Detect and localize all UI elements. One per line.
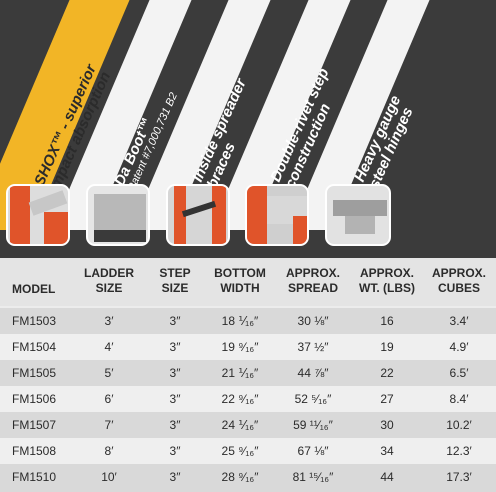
table-row: FM1510 10′ 3″ 28 ⁹⁄₁₆″ 81 ¹⁵⁄₁₆″ 44 17.3… (0, 464, 496, 492)
col-weight: APPROX. WT. (LBS) (359, 266, 415, 295)
col-ladder-size: LADDER SIZE (84, 266, 134, 295)
cell-weight: 27 (380, 392, 394, 406)
cell-cubes: 4.9′ (449, 340, 469, 354)
cell-model: FM1505 (12, 366, 57, 380)
cell-spread: 30 ⅛″ (297, 314, 329, 328)
table-row: FM1508 8′ 3″ 25 ⁹⁄₁₆″ 67 ⅛″ 34 12.3′ (0, 438, 496, 464)
cell-step-size: 3″ (169, 366, 181, 380)
cell-step-size: 3″ (169, 340, 181, 354)
cell-ladder-size: 6′ (104, 392, 114, 406)
cell-ladder-size: 7′ (104, 418, 114, 432)
cell-weight: 16 (380, 314, 394, 328)
cell-spread: 44 ⅞″ (297, 366, 329, 380)
cell-weight: 44 (380, 470, 394, 484)
col-spread: APPROX. SPREAD (285, 266, 340, 295)
cell-cubes: 8.4′ (449, 392, 469, 406)
cell-bottom-width: 22 ⁹⁄₁₆″ (221, 392, 259, 406)
table-header: MODEL LADDER SIZE STEP SIZE BOTTOM WIDTH… (0, 258, 496, 306)
cell-ladder-size: 4′ (104, 340, 114, 354)
rivet-photo (245, 184, 309, 246)
cell-weight: 34 (380, 444, 394, 458)
cell-cubes: 6.5′ (449, 366, 469, 380)
cell-spread: 81 ¹⁵⁄₁₆″ (292, 470, 334, 484)
cell-bottom-width: 24 ⅟₁₆″ (221, 418, 259, 432)
cell-ladder-size: 8′ (104, 444, 114, 458)
cell-model: FM1503 (12, 314, 57, 328)
hinge-photo (325, 184, 391, 246)
col-cubes: APPROX. CUBES (431, 266, 486, 295)
cell-model: FM1506 (12, 392, 57, 406)
cell-step-size: 3″ (169, 314, 181, 328)
cell-bottom-width: 25 ⁹⁄₁₆″ (221, 444, 259, 458)
cell-spread: 59 ¹¹⁄₁₆″ (293, 418, 333, 432)
cell-cubes: 17.3′ (446, 470, 472, 484)
cell-bottom-width: 28 ⁹⁄₁₆″ (221, 470, 259, 484)
cell-weight: 19 (380, 340, 394, 354)
col-step-size: STEP SIZE (159, 266, 191, 295)
cell-model: FM1510 (12, 470, 57, 484)
cell-weight: 22 (380, 366, 394, 380)
spreader-photo (166, 184, 230, 246)
cell-spread: 37 ½″ (297, 340, 329, 354)
table-row: FM1506 6′ 3″ 22 ⁹⁄₁₆″ 52 ⁵⁄₁₆″ 27 8.4′ (0, 386, 496, 412)
cell-spread: 52 ⁵⁄₁₆″ (294, 392, 332, 406)
boot-photo (86, 184, 150, 246)
cell-step-size: 3″ (169, 392, 181, 406)
cell-spread: 67 ⅛″ (297, 444, 329, 458)
table-row: FM1503 3′ 3″ 18 ⅟₁₆″ 30 ⅛″ 16 3.4′ (0, 308, 496, 334)
col-model: MODEL (12, 282, 56, 296)
cell-ladder-size: 10′ (101, 470, 117, 484)
cell-cubes: 12.3′ (446, 444, 472, 458)
cell-bottom-width: 19 ⁹⁄₁₆″ (221, 340, 259, 354)
cell-cubes: 3.4′ (449, 314, 469, 328)
table-row: FM1504 4′ 3″ 19 ⁹⁄₁₆″ 37 ½″ 19 4.9′ (0, 334, 496, 360)
cell-bottom-width: 18 ⅟₁₆″ (221, 314, 259, 328)
cell-cubes: 10.2′ (446, 418, 472, 432)
spec-table: MODEL LADDER SIZE STEP SIZE BOTTOM WIDTH… (0, 258, 496, 492)
col-bottom-width: BOTTOM WIDTH (214, 266, 266, 295)
table-row: FM1505 5′ 3″ 21 ⅟₁₆″ 44 ⅞″ 22 6.5′ (0, 360, 496, 386)
cell-step-size: 3″ (169, 470, 181, 484)
cell-model: FM1508 (12, 444, 57, 458)
cell-weight: 30 (380, 418, 394, 432)
cell-step-size: 3″ (169, 444, 181, 458)
cell-ladder-size: 5′ (104, 366, 114, 380)
shox-photo (6, 184, 70, 246)
table-row: FM1507 7′ 3″ 24 ⅟₁₆″ 59 ¹¹⁄₁₆″ 30 10.2′ (0, 412, 496, 438)
cell-ladder-size: 3′ (104, 314, 114, 328)
cell-step-size: 3″ (169, 418, 181, 432)
cell-bottom-width: 21 ⅟₁₆″ (221, 366, 259, 380)
cell-model: FM1504 (12, 340, 57, 354)
cell-model: FM1507 (12, 418, 57, 432)
feature-banner: SHOX™ - superior impact absorption Da Bo… (0, 0, 438, 246)
